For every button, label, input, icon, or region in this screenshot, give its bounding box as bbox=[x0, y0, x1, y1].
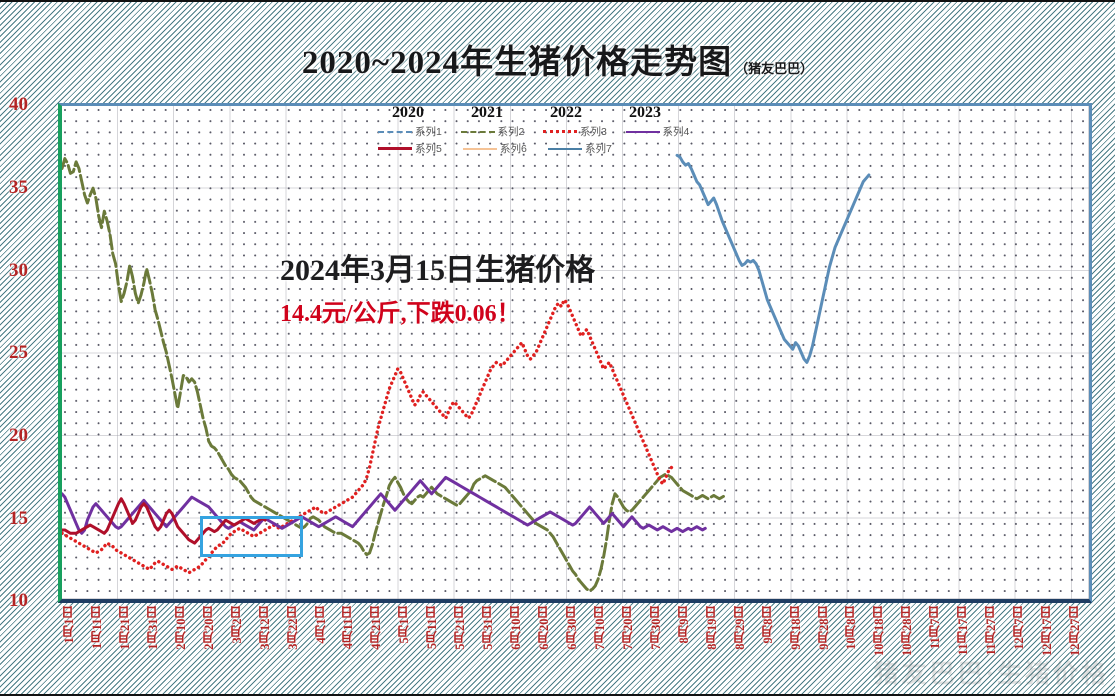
legend-label-series6: 系列6 bbox=[500, 143, 527, 155]
series-line-系列2 bbox=[62, 157, 727, 593]
x-tick-label: 5月31日 bbox=[481, 606, 496, 650]
legend-label-series5: 系列5 bbox=[415, 143, 442, 155]
y-tick-40: 40 bbox=[9, 94, 28, 115]
y-tick-30: 30 bbox=[9, 260, 28, 281]
legend-item-series5[interactable]: 系列5 bbox=[378, 141, 463, 156]
x-axis: 1月1日 1月11日 1月21日 1月31日 2月10日 2月20日 3月2日 3月12日 3月… bbox=[58, 606, 1092, 698]
x-tick-label: 4月21日 bbox=[369, 606, 384, 650]
x-tick-label: 6月10日 bbox=[509, 606, 524, 650]
legend-label-series7: 系列7 bbox=[585, 143, 612, 155]
chart-title-main: 2020~2024年生猪价格走势图 bbox=[301, 45, 733, 81]
series-line-系列4 bbox=[62, 475, 707, 535]
x-tick-label: 5月1日 bbox=[397, 606, 412, 644]
x-tick-label: 12月7日 bbox=[1012, 606, 1027, 650]
x-tick-label: 7月30日 bbox=[648, 606, 663, 650]
legend-label-series4: 系列4 bbox=[662, 126, 690, 138]
x-tick-label: 9月8日 bbox=[760, 606, 775, 644]
y-tick-15: 15 bbox=[9, 508, 28, 529]
legend-label-series1: 系列1 bbox=[415, 126, 442, 138]
legend-row-2: 系列5 系列6 系列7 bbox=[378, 141, 708, 156]
x-tick-label: 8月9日 bbox=[676, 606, 691, 644]
x-tick-label: 10月8日 bbox=[844, 606, 859, 650]
legend-swatch-series5 bbox=[378, 147, 412, 150]
x-tick-label: 3月22日 bbox=[285, 606, 300, 650]
legend-item-series3[interactable]: 系列3 bbox=[543, 124, 626, 139]
x-tick-label: 5月11日 bbox=[425, 606, 440, 650]
legend-swatch-series7 bbox=[548, 147, 582, 150]
series-line-系列3 bbox=[62, 298, 674, 575]
x-tick-label: 6月20日 bbox=[537, 606, 552, 650]
legend-swatch-series6 bbox=[463, 147, 497, 150]
x-tick-label: 4月1日 bbox=[313, 606, 328, 644]
legend-item-series4[interactable]: 系列4 bbox=[625, 124, 709, 139]
x-tick-label: 1月31日 bbox=[145, 606, 160, 650]
legend-item-series7[interactable]: 系列7 bbox=[548, 141, 633, 156]
x-tick-label: 11月7日 bbox=[928, 606, 943, 650]
legend-swatch-series1 bbox=[378, 130, 412, 133]
x-tick-label: 9月18日 bbox=[788, 606, 803, 650]
y-tick-35: 35 bbox=[9, 177, 28, 198]
x-tick-label: 7月10日 bbox=[592, 606, 607, 650]
legend-item-series1[interactable]: 系列1 bbox=[378, 124, 461, 139]
x-tick-label: 11月27日 bbox=[984, 606, 999, 656]
x-tick-label: 3月12日 bbox=[257, 606, 272, 650]
series-line-系列5 bbox=[62, 497, 267, 545]
chart-lines bbox=[62, 153, 871, 593]
y-tick-10: 10 bbox=[9, 590, 28, 611]
x-tick-label: 5月21日 bbox=[453, 606, 468, 650]
legend-item-series2[interactable]: 系列2 bbox=[460, 124, 544, 139]
x-tick-label: 2月10日 bbox=[173, 606, 188, 650]
x-tick-label: 3月2日 bbox=[229, 606, 244, 644]
chart-title: 2020~2024年生猪价格走势图 （猪友巴巴） bbox=[302, 35, 813, 83]
chart-title-bar: 2020~2024年生猪价格走势图 （猪友巴巴） bbox=[0, 36, 1115, 82]
x-tick-label: 7月20日 bbox=[620, 606, 635, 650]
legend-swatch-series3 bbox=[543, 130, 577, 133]
series-line-系列7 bbox=[675, 153, 871, 364]
x-tick-label: 1月1日 bbox=[62, 606, 76, 644]
x-tick-label: 10月18日 bbox=[872, 606, 887, 656]
legend-year-2021: 2021 bbox=[471, 104, 503, 121]
x-tick-label: 9月28日 bbox=[816, 606, 831, 650]
x-tick-label: 11月17日 bbox=[956, 606, 971, 656]
x-tick-label: 2月20日 bbox=[201, 606, 216, 650]
x-tick-label: 8月29日 bbox=[732, 606, 747, 650]
x-tick-label: 4月11日 bbox=[341, 606, 356, 650]
x-tick-label: 1月11日 bbox=[89, 606, 104, 650]
x-tick-label: 12月27日 bbox=[1068, 606, 1083, 656]
legend-year-labels: 2020 2021 2022 2023 bbox=[378, 104, 708, 122]
x-tick-label: 6月30日 bbox=[565, 606, 580, 650]
legend-year-2020: 2020 bbox=[392, 104, 424, 121]
x-tick-label: 1月21日 bbox=[117, 606, 132, 650]
x-tick-label: 12月17日 bbox=[1040, 606, 1055, 656]
legend-year-2022: 2022 bbox=[550, 104, 582, 121]
x-tick-label: 8月19日 bbox=[704, 606, 719, 650]
chart-title-source: （猪友巴巴） bbox=[735, 61, 814, 76]
legend-row-1: 系列1 系列2 系列3 系列4 bbox=[378, 124, 708, 139]
x-tick-label: 10月28日 bbox=[900, 606, 915, 656]
legend-label-series3: 系列3 bbox=[580, 126, 607, 138]
legend-swatch-series2 bbox=[460, 130, 495, 133]
y-tick-20: 20 bbox=[9, 425, 28, 446]
highlight-rectangle bbox=[200, 516, 303, 557]
legend-item-series6[interactable]: 系列6 bbox=[463, 141, 548, 156]
legend-swatch-series4 bbox=[625, 130, 660, 133]
legend-label-series2: 系列2 bbox=[497, 126, 525, 138]
y-tick-25: 25 bbox=[9, 342, 28, 363]
legend-year-2023: 2023 bbox=[629, 104, 661, 121]
chart-legend: 2020 2021 2022 2023 系列1 系列2 系列3 系列4 bbox=[378, 104, 708, 156]
